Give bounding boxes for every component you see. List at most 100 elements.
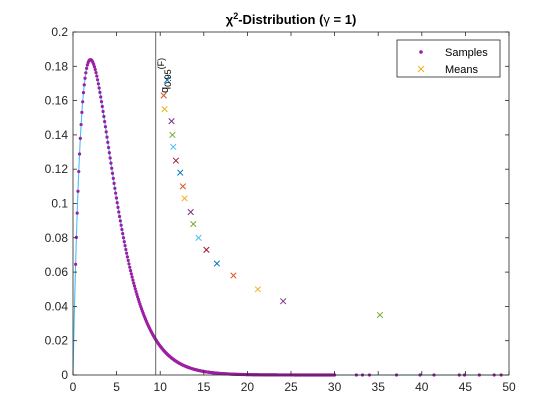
sample-point (99, 100, 104, 104)
sample-point (133, 287, 137, 291)
sample-point (129, 272, 133, 276)
sample-point (125, 255, 130, 259)
legend-means-label: Means (445, 64, 479, 76)
sample-point (113, 186, 117, 190)
title-suffix: = 1) (330, 12, 356, 27)
sample-point (103, 125, 108, 129)
mean-point (177, 169, 184, 176)
sample-point (98, 90, 102, 94)
y-tick-label: 0.04 (45, 299, 69, 313)
plot-area (73, 32, 509, 375)
sample-point (95, 74, 99, 78)
sample-point (128, 269, 133, 273)
sample-point (132, 284, 137, 288)
sample-point (135, 292, 139, 296)
y-tick-label: 0.12 (45, 162, 69, 176)
sample-point (74, 262, 78, 266)
y-tick-label: 0.08 (45, 231, 69, 245)
x-tick-label: 0 (70, 380, 77, 394)
legend: Samples Means (396, 39, 501, 78)
y-tick-label: 0.14 (45, 128, 69, 142)
sample-point (76, 189, 80, 193)
sample-point (114, 196, 119, 200)
sample-point (79, 122, 83, 127)
x-tick-label: 15 (197, 380, 211, 394)
sample-point (115, 201, 119, 205)
sample-point (121, 236, 126, 240)
sample-point (121, 232, 125, 236)
sample-point (134, 289, 138, 294)
x-tick-label: 20 (241, 380, 255, 394)
sample-point (123, 244, 127, 248)
y-tick-label: 0.16 (45, 94, 69, 108)
sample-point (136, 297, 140, 301)
annotation-subscript: 0.95 (163, 69, 173, 87)
mean-point (279, 298, 287, 305)
mean-point (160, 92, 167, 99)
sample-point (136, 295, 140, 299)
sample-point (108, 156, 112, 160)
sample-point (106, 145, 111, 150)
y-tick-label: 0.1 (51, 197, 68, 211)
y-tick-label: 0 (61, 368, 68, 382)
sample-point (81, 91, 86, 95)
mean-point (190, 220, 197, 228)
legend-box (396, 39, 501, 78)
sample-point (130, 275, 134, 279)
sample-point (111, 176, 115, 180)
legend-means-marker (417, 65, 425, 73)
annotation-tail: (F) (156, 58, 166, 70)
mean-point (181, 195, 188, 202)
sample-point (97, 86, 101, 90)
x-tick-label: 35 (372, 380, 386, 394)
x-tick-label: 5 (113, 380, 120, 394)
sample-point (128, 265, 132, 269)
sample-point (75, 211, 79, 215)
title-gamma-symbol: γ (323, 12, 330, 27)
sample-point (114, 191, 118, 195)
y-tick-label: 0.02 (45, 334, 69, 348)
sample-point (118, 219, 122, 223)
sample-point (110, 166, 114, 170)
sample-point (81, 100, 85, 104)
mean-point (187, 208, 194, 216)
sample-point (125, 251, 129, 255)
sample-point (101, 109, 105, 114)
sample-point (117, 214, 122, 219)
chart-title: χ2-Distribution (γ = 1) (226, 11, 357, 27)
ticks-layer: 0 5 10 15 20 25 30 35 40 45 50 0 0.02 0.04 0.06 0.08 0.1… (45, 25, 516, 394)
quantile-annotation: q0.95(F) (156, 58, 173, 93)
sample-point (131, 278, 135, 282)
x-tick-label: 45 (459, 380, 473, 394)
title-chi-symbol: χ (226, 12, 234, 27)
sample-point (119, 223, 123, 227)
y-tick-label: 0.2 (51, 25, 68, 39)
sample-point (112, 181, 116, 185)
mean-point (164, 76, 171, 84)
mean-point (179, 183, 187, 190)
sample-point (80, 110, 84, 114)
sample-point (107, 151, 111, 155)
mean-point (213, 260, 221, 267)
mean-point (254, 286, 262, 293)
sample-point (83, 76, 87, 80)
legend-samples-label: Samples (445, 47, 488, 59)
sample-point (124, 247, 128, 252)
title-text: -Distribution ( (238, 12, 324, 27)
sample-point (84, 71, 88, 75)
sample-point (120, 227, 124, 232)
sample-point (99, 95, 103, 99)
sample-point (109, 161, 113, 165)
sample-point (78, 136, 82, 140)
sample-point (116, 205, 120, 209)
annotation-main: q (159, 87, 171, 93)
sample-point (93, 67, 97, 72)
legend-samples-marker (419, 50, 423, 54)
sample-point (106, 140, 110, 144)
mean-point (195, 234, 202, 241)
title-superscript: 2 (233, 11, 238, 21)
sample-point (122, 240, 126, 244)
sample-point (127, 262, 131, 266)
sample-point (85, 63, 89, 67)
sample-point (77, 169, 81, 174)
